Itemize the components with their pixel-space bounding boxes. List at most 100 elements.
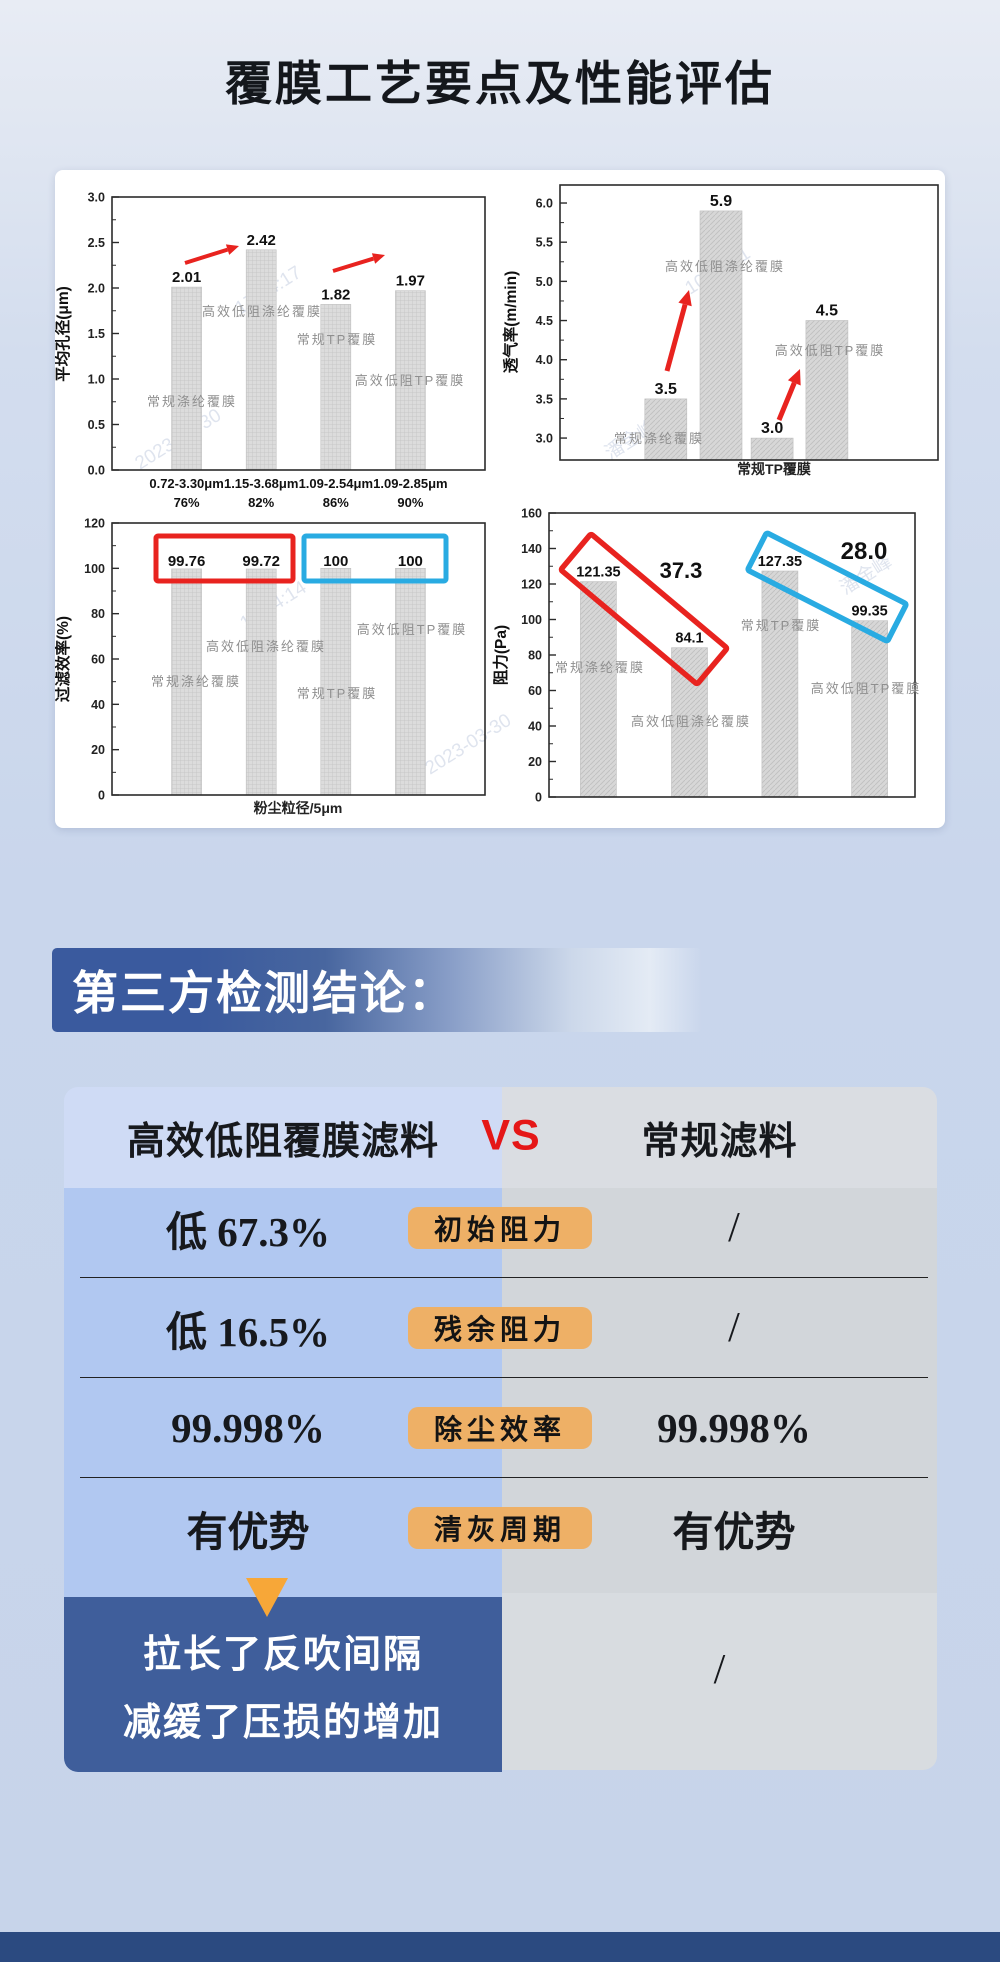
- watermark: 2023-03-30: [422, 710, 516, 779]
- highlight-box: [153, 533, 296, 584]
- svg-text:6.0: 6.0: [536, 197, 553, 211]
- bar-value-label: 99.35: [851, 604, 887, 620]
- bar-value-label: 3.5: [655, 381, 677, 398]
- svg-text:4.5: 4.5: [536, 314, 553, 328]
- bar-value-label: 127.35: [758, 554, 802, 570]
- metric-badge: 残余阻力: [408, 1307, 592, 1349]
- bar: [395, 290, 426, 471]
- bar-value-label: 99.72: [242, 553, 280, 570]
- bar: [580, 581, 617, 798]
- bar-value-label: 3.0: [761, 420, 783, 437]
- bar-value-label: 4.5: [816, 303, 838, 320]
- y-axis-title: 过滤效率(%): [55, 616, 72, 702]
- svg-text:60: 60: [528, 684, 542, 698]
- bar-category-label: 常规涤纶覆膜: [555, 660, 645, 675]
- svg-text:140: 140: [521, 542, 542, 556]
- bar-value-label: 5.9: [710, 193, 732, 210]
- highlight-conclusion-box: 拉长了反吹间隔 减缓了压损的增加: [64, 1597, 502, 1772]
- svg-text:5.5: 5.5: [536, 236, 553, 250]
- row-divider: [80, 1477, 928, 1478]
- bar-category-label: 高效低阻涤纶覆膜: [206, 639, 326, 654]
- svg-text:80: 80: [528, 649, 542, 663]
- right-bottom-slash: /: [713, 1646, 726, 1693]
- svg-text:2.0: 2.0: [88, 282, 105, 296]
- bar: [395, 567, 426, 796]
- bar-value-label: 99.76: [168, 553, 206, 570]
- difference-annotation: 28.0: [841, 538, 888, 565]
- svg-text:1.09-2.85μm: 1.09-2.85μm: [373, 476, 447, 491]
- bar-category-label: 高效低阻涤纶覆膜: [631, 714, 751, 729]
- highlight-line-2: 减缓了压损的增加: [122, 1702, 443, 1744]
- svg-text:76%: 76%: [174, 495, 200, 510]
- bar-category-label: 常规TP覆膜: [741, 618, 822, 633]
- svg-text:100: 100: [84, 562, 105, 576]
- svg-text:160: 160: [521, 507, 542, 521]
- comparison-right-bottom-cell: /: [502, 1593, 937, 1770]
- svg-text:2.5: 2.5: [88, 236, 105, 250]
- svg-text:0.0: 0.0: [88, 464, 105, 478]
- conclusion-banner: 第三方检测结论：: [52, 948, 702, 1032]
- bar-charts-figure: 17:04:172023-03-3010:10:11潘金峰10:34:14潘金峰…: [55, 184, 939, 816]
- row-divider: [80, 1377, 928, 1378]
- comparison-left-value: 有优势: [186, 1509, 310, 1555]
- bar-category-label: 高效低阻涤纶覆膜: [202, 304, 322, 319]
- bar-category-label: 高效低阻TP覆膜: [357, 622, 468, 637]
- comparison-left-value: 99.998%: [171, 1405, 325, 1451]
- bar: [671, 647, 708, 798]
- svg-text:40: 40: [91, 698, 105, 712]
- y-axis-title: 阻力(Pa): [491, 625, 510, 685]
- bar: [320, 304, 352, 471]
- svg-text:3.0: 3.0: [536, 432, 553, 446]
- bar-value-label: 100: [323, 553, 348, 570]
- svg-text:0: 0: [535, 791, 542, 805]
- highlight-box: [745, 530, 909, 644]
- svg-text:60: 60: [91, 653, 105, 667]
- svg-text:3.5: 3.5: [536, 392, 553, 406]
- bar-value-label: 84.1: [675, 631, 703, 647]
- conclusion-banner-text: 第三方检测结论：: [72, 967, 456, 1019]
- bar: [171, 286, 202, 471]
- orange-arrow-down-icon: [246, 1578, 288, 1617]
- highlight-box: [558, 531, 730, 687]
- right-header-label: 常规滤料: [641, 1121, 798, 1163]
- comparison-right-value: /: [728, 1205, 740, 1251]
- difference-annotation: 37.3: [660, 558, 703, 583]
- bar: [644, 398, 688, 461]
- bar-value-label: 121.35: [576, 565, 620, 581]
- footer-bar: [0, 1932, 1000, 1962]
- svg-text:1.09-2.54μm: 1.09-2.54μm: [299, 476, 373, 491]
- svg-text:0.5: 0.5: [88, 418, 105, 432]
- bar-category-label: 高效低阻TP覆膜: [355, 373, 466, 388]
- comparison-left-value: 低 67.3%: [166, 1209, 330, 1255]
- comparison-left-header: 高效低阻覆膜滤料: [64, 1087, 502, 1188]
- comparison-left-value: 低 16.5%: [166, 1309, 330, 1355]
- bar-value-label: 1.97: [396, 273, 425, 290]
- bar-category-label: 常规涤纶覆膜: [614, 431, 704, 446]
- svg-text:20: 20: [528, 755, 542, 769]
- svg-text:3.0: 3.0: [88, 191, 105, 205]
- bar-value-label: 1.82: [321, 286, 350, 303]
- svg-text:1.0: 1.0: [88, 373, 105, 387]
- svg-text:4.0: 4.0: [536, 353, 553, 367]
- bar-category-label: 常规涤纶覆膜: [151, 674, 241, 689]
- svg-text:90%: 90%: [397, 495, 423, 510]
- highlight-line-1: 拉长了反吹间隔: [142, 1634, 423, 1676]
- comparison-right-header: 常规滤料: [502, 1087, 937, 1188]
- svg-text:86%: 86%: [323, 495, 349, 510]
- x-axis-label: 常规TP覆膜: [737, 461, 811, 477]
- bar: [245, 249, 277, 471]
- svg-text:80: 80: [91, 607, 105, 621]
- bar-category-label: 常规TP覆膜: [297, 332, 378, 347]
- metric-badge: 除尘效率: [408, 1407, 592, 1449]
- svg-text:1.5: 1.5: [88, 327, 105, 341]
- svg-text:82%: 82%: [248, 495, 274, 510]
- row-divider: [80, 1277, 928, 1278]
- svg-text:120: 120: [84, 517, 105, 531]
- metric-badge: 初始阻力: [408, 1207, 592, 1249]
- bar-value-label: 2.01: [172, 269, 201, 286]
- bar: [171, 568, 202, 796]
- svg-text:5.0: 5.0: [536, 275, 553, 289]
- comparison-right-value: 有优势: [672, 1509, 796, 1555]
- svg-text:120: 120: [521, 578, 542, 592]
